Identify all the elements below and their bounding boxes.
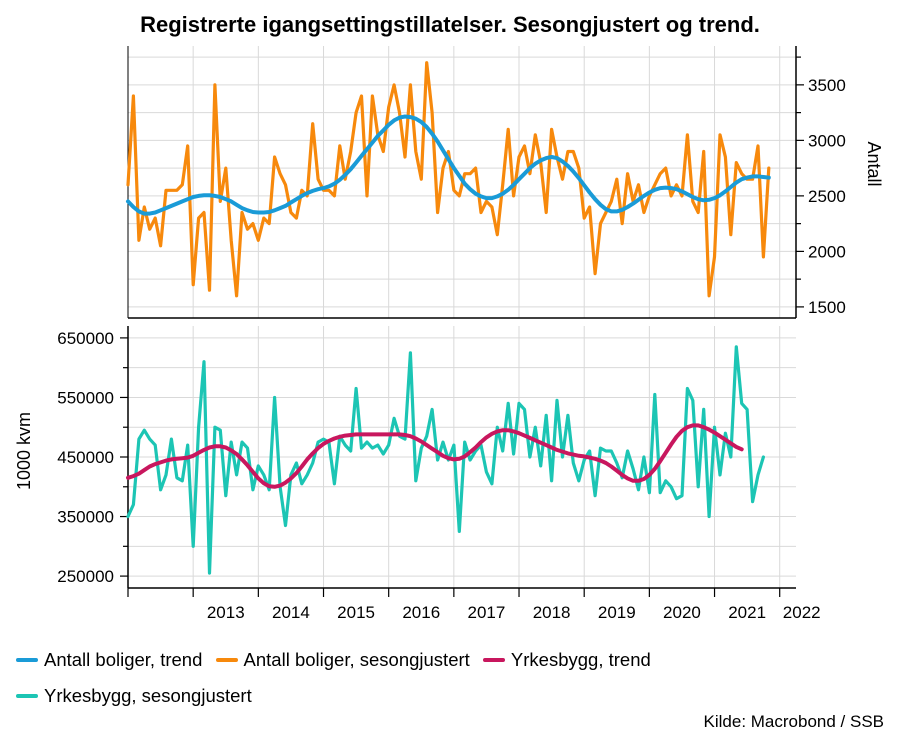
x-tick-label: 2021 xyxy=(728,603,766,622)
x-tick-label: 2013 xyxy=(207,603,245,622)
x-tick-label: 2017 xyxy=(468,603,506,622)
chart-legend: Antall boliger, trend Antall boliger, se… xyxy=(16,640,886,712)
y-tick-label: 3500 xyxy=(808,76,846,95)
y-tick-label: 1500 xyxy=(808,298,846,317)
legend-swatch xyxy=(16,658,38,662)
legend-item-yrkesbygg-sesongjustert: Yrkesbygg, sesongjustert xyxy=(16,680,252,712)
source-note: Kilde: Macrobond / SSB xyxy=(703,712,884,731)
legend-swatch xyxy=(16,694,38,698)
y-tick-label: 3000 xyxy=(808,131,846,150)
x-tick-label: 2022 xyxy=(783,603,821,622)
y-axis-label: 1000 kvm xyxy=(14,412,34,490)
y-tick-label: 650000 xyxy=(57,329,114,348)
x-tick-label: 2015 xyxy=(337,603,375,622)
x-tick-label: 2018 xyxy=(533,603,571,622)
y-tick-label: 550000 xyxy=(57,388,114,407)
x-tick-label: 2016 xyxy=(402,603,440,622)
legend-item-boliger-sesongjustert: Antall boliger, sesongjustert xyxy=(215,644,470,676)
y-tick-label: 2500 xyxy=(808,187,846,206)
legend-label: Antall boliger, sesongjustert xyxy=(243,649,470,670)
legend-label: Yrkesbygg, trend xyxy=(510,649,651,670)
series-line-seasonally-adjusted xyxy=(126,345,766,575)
legend-item-yrkesbygg-trend: Yrkesbygg, trend xyxy=(482,644,651,676)
series-line-seasonally-adjusted xyxy=(126,61,771,298)
y-axis-label: Antall xyxy=(864,141,884,186)
y-tick-label: 350000 xyxy=(57,508,114,527)
legend-label: Antall boliger, trend xyxy=(44,649,203,670)
y-tick-label: 250000 xyxy=(57,567,114,586)
legend-item-boliger-trend: Antall boliger, trend xyxy=(16,644,202,676)
x-tick-label: 2020 xyxy=(663,603,701,622)
legend-swatch xyxy=(482,658,505,662)
legend-label: Yrkesbygg, sesongjustert xyxy=(44,685,252,706)
chart-title: Registrerte igangsettingstillatelser. Se… xyxy=(140,12,760,37)
y-tick-label: 2000 xyxy=(808,242,846,261)
series-line-trend xyxy=(126,114,771,216)
x-tick-label: 2019 xyxy=(598,603,636,622)
series-line-trend xyxy=(126,423,744,489)
y-tick-label: 450000 xyxy=(57,448,114,467)
legend-swatch xyxy=(215,658,238,662)
x-tick-label: 2014 xyxy=(272,603,310,622)
